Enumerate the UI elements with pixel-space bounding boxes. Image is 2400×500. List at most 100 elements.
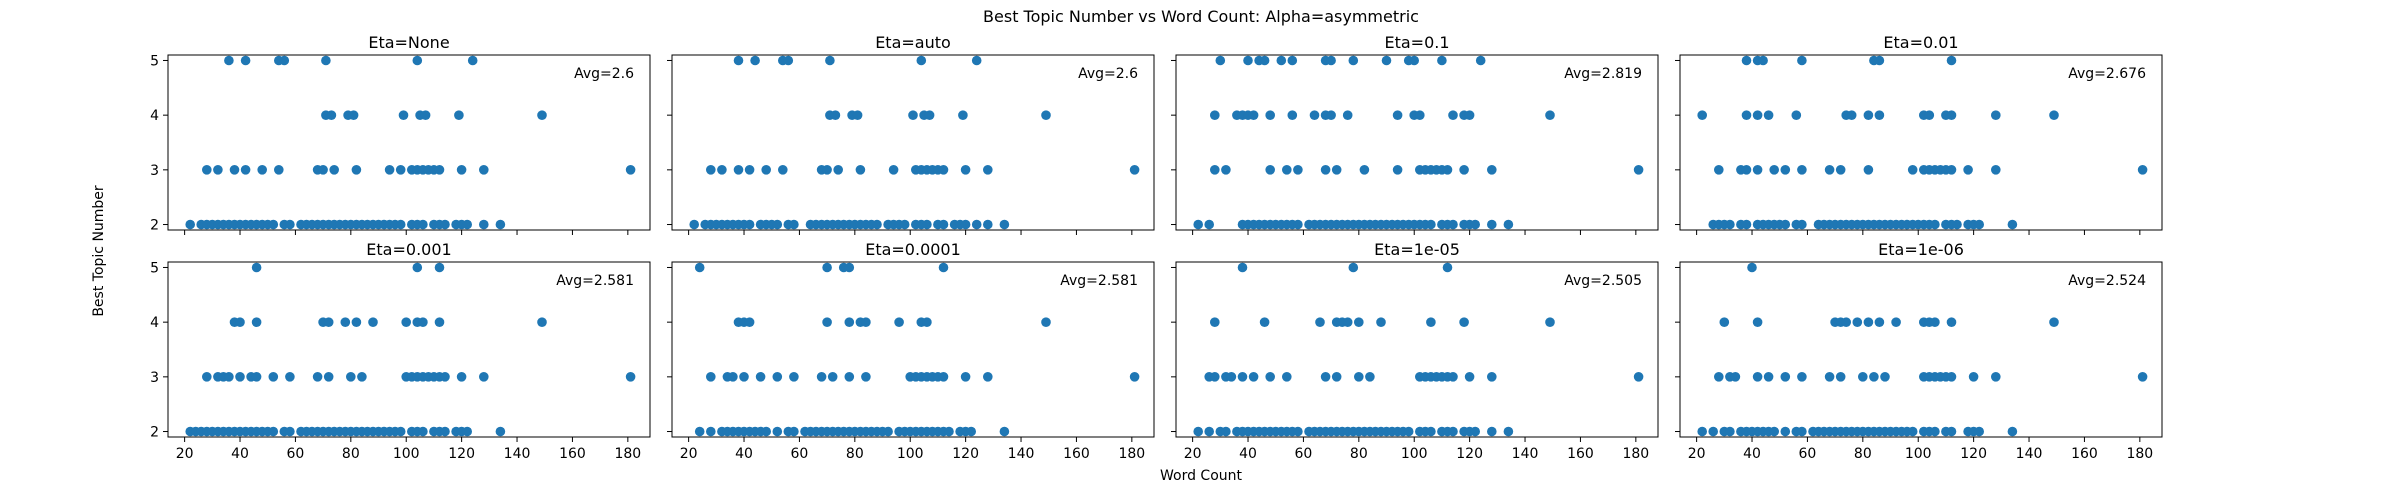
scatter-point [1730,372,1741,382]
scatter-point [1282,372,1292,382]
x-axis-label: Word Count [1160,468,1243,484]
x-tick-label: 180 [614,446,641,462]
scatter-point [1442,262,1453,273]
scatter-point [418,317,428,328]
scatter-point [1210,110,1220,120]
subplot-title: Eta=0.01 [1883,33,1958,52]
scatter-point [1769,426,1779,437]
scatter-point [1243,55,1253,66]
x-tick-label: 100 [393,446,420,462]
scatter-point [1758,55,1768,66]
scatter-point [1326,110,1336,120]
scatter-point [772,372,783,382]
scatter-point [1226,372,1237,382]
scatter-point [1797,372,1807,382]
scatter-point [456,372,467,382]
scatter-point [285,372,295,382]
avg-annotation: Avg=2.581 [556,273,634,289]
scatter-point [251,262,262,273]
scatter-point [1487,165,1497,175]
y-tick-label: 5 [150,53,159,69]
scatter-points [1697,262,2148,437]
scatter-point [744,317,755,328]
x-tick-label: 120 [448,446,475,462]
scatter-point [1780,426,1791,437]
scatter-point [412,55,423,66]
subplot: Eta=1e-05 Avg=2.505 20 40 60 80 100 120 140 160 18… [1171,240,1659,462]
scatter-point [733,165,744,175]
scatter-point [1633,372,1644,382]
axes-frame [1679,261,2163,438]
scatter-point [2007,219,2018,230]
x-tick-label: 80 [342,446,360,462]
scatter-point [1403,426,1414,437]
scatter-point [706,165,716,175]
scatter-point [1193,219,1203,230]
scatter-point [1874,317,1885,328]
scatter-point [434,317,445,328]
scatter-point [1991,110,2001,120]
scatter-point [1633,165,1644,175]
x-tick-label: 20 [680,446,698,462]
scatter-point [1714,165,1724,175]
x-tick-label: 20 [1184,446,1202,462]
scatter-point [1210,372,1220,382]
scatter-point [694,426,705,437]
x-tick-label: 100 [897,446,924,462]
scatter-point [1952,219,1962,230]
subplot-title: Eta=0.1 [1384,33,1449,52]
scatter-point [1448,426,1458,437]
scatter-point [1974,219,1984,230]
scatter-point [689,219,699,230]
subplot: Eta=None Avg=2.6 2 3 4 5 [150,33,651,235]
scatter-point [1714,372,1724,382]
scatter-point [761,426,771,437]
scatter-points [694,262,1140,437]
scatter-point [323,372,334,382]
scatter-point [1354,317,1364,328]
scatter-point [1342,110,1353,120]
scatter-point [456,165,467,175]
avg-annotation: Avg=2.676 [2068,66,2146,82]
axes-frame [167,261,651,438]
scatter-point [761,165,771,175]
scatter-point [1348,262,1359,273]
scatter-point [1752,165,1763,175]
x-tick-label: 80 [1854,446,1872,462]
scatter-point [285,219,295,230]
scatter-point [202,372,212,382]
scatter-point [440,372,450,382]
scatter-point [1863,110,1874,120]
scatter-point [960,219,971,230]
x-tick-label: 160 [2071,446,2098,462]
subplot-title: Eta=1e-06 [1878,240,1964,259]
scatter-point [2137,372,2148,382]
scatter-point [855,165,866,175]
scatter-point [844,372,855,382]
scatter-point [420,110,431,120]
scatter-point [1309,110,1320,120]
scatter-point [938,372,949,382]
scatter-point [418,219,428,230]
scatter-point [1129,372,1140,382]
scatter-point [1780,219,1791,230]
scatter-point [861,372,871,382]
scatter-point [434,165,445,175]
scatter-point [1459,317,1469,328]
scatter-point [213,165,223,175]
scatter-point [1907,165,1918,175]
scatter-point [899,219,910,230]
scatter-point [395,219,406,230]
y-tick-label: 2 [150,425,159,441]
scatter-point [537,317,547,328]
scatter-point [1210,165,1220,175]
scatter-point [822,262,832,273]
scatter-point [1797,55,1807,66]
x-tick-label: 80 [1350,446,1368,462]
subplot: Eta=0.001 Avg=2.581 20 40 60 80 100 120 140 160 18… [150,240,651,462]
scatter-point [279,55,290,66]
scatter-point [495,219,506,230]
scatter-point [434,262,445,273]
scatter-point [1991,165,2001,175]
axes-frame [1679,54,2163,231]
